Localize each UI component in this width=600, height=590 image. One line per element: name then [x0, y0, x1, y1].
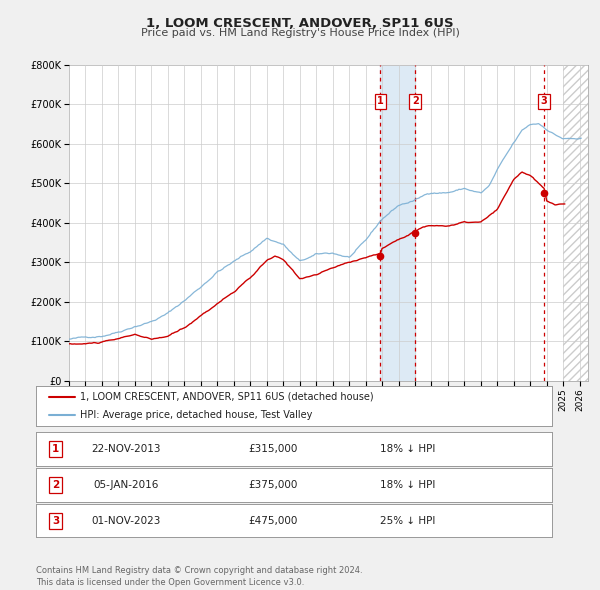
Bar: [563, 65, 600, 381]
Text: 25% ↓ HPI: 25% ↓ HPI: [380, 516, 435, 526]
Text: 1: 1: [52, 444, 59, 454]
Bar: [563, 65, 600, 381]
Text: 3: 3: [52, 516, 59, 526]
Text: £375,000: £375,000: [248, 480, 298, 490]
Text: 05-JAN-2016: 05-JAN-2016: [94, 480, 159, 490]
Text: £315,000: £315,000: [248, 444, 298, 454]
Text: 18% ↓ HPI: 18% ↓ HPI: [380, 480, 435, 490]
Text: 1: 1: [377, 96, 384, 106]
Text: 1, LOOM CRESCENT, ANDOVER, SP11 6US (detached house): 1, LOOM CRESCENT, ANDOVER, SP11 6US (det…: [80, 392, 373, 402]
Text: 1, LOOM CRESCENT, ANDOVER, SP11 6US: 1, LOOM CRESCENT, ANDOVER, SP11 6US: [146, 17, 454, 30]
Text: 22-NOV-2013: 22-NOV-2013: [92, 444, 161, 454]
Bar: [380, 65, 415, 381]
Text: HPI: Average price, detached house, Test Valley: HPI: Average price, detached house, Test…: [80, 410, 312, 420]
Text: 2: 2: [412, 96, 419, 106]
Text: Contains HM Land Registry data © Crown copyright and database right 2024.
This d: Contains HM Land Registry data © Crown c…: [36, 566, 362, 587]
Text: 3: 3: [541, 96, 547, 106]
Text: 18% ↓ HPI: 18% ↓ HPI: [380, 444, 435, 454]
Text: Price paid vs. HM Land Registry's House Price Index (HPI): Price paid vs. HM Land Registry's House …: [140, 28, 460, 38]
Text: £475,000: £475,000: [248, 516, 298, 526]
Text: 2: 2: [52, 480, 59, 490]
Text: 01-NOV-2023: 01-NOV-2023: [92, 516, 161, 526]
